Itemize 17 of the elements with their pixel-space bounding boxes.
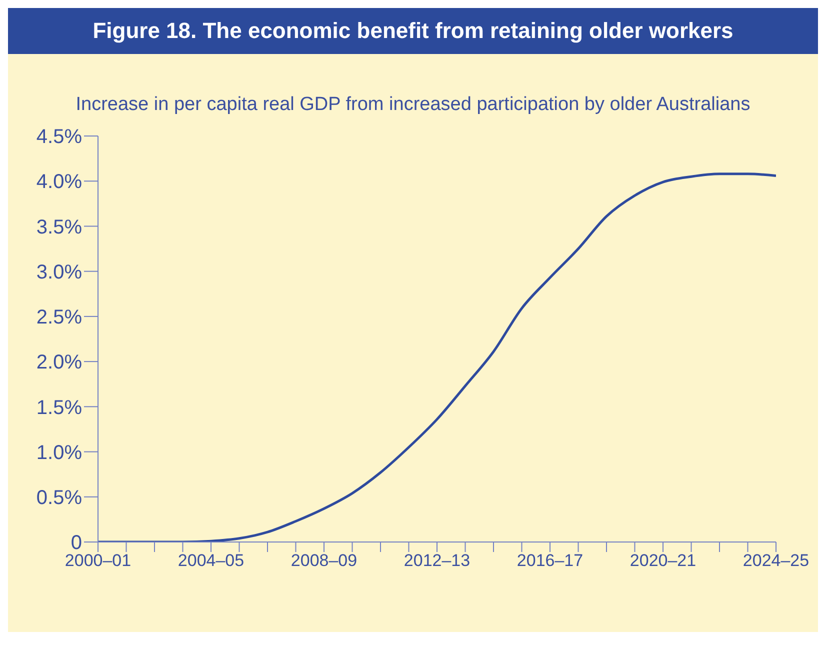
y-tick-label: 0.5% — [36, 486, 82, 509]
x-tick-label: 2008–09 — [290, 551, 358, 570]
y-tick-label: 3.0% — [36, 261, 82, 284]
x-tick-label: 2012–13 — [404, 551, 470, 570]
y-tick-label: 2.5% — [36, 306, 82, 329]
y-tick-label: 4.0% — [36, 171, 82, 194]
chart-title: Figure 18. The economic benefit from retaining older workers — [8, 8, 818, 54]
y-tick-label: 2.0% — [36, 352, 82, 374]
y-tick-label: 1.5% — [36, 396, 82, 419]
x-tick-label: 2020–21 — [630, 551, 696, 570]
x-tick-label: 2004–05 — [178, 551, 244, 570]
y-tick-label: 4.5% — [36, 126, 82, 148]
x-tick-label: 2024–25 — [742, 551, 810, 570]
chart-subtitle: Increase in per capita real GDP from increased participation by older Australians — [74, 93, 752, 117]
y-tick-label: 3.5% — [36, 216, 82, 238]
x-tick-label: 2016–17 — [516, 551, 584, 570]
y-tick-label: 1.0% — [36, 442, 82, 464]
